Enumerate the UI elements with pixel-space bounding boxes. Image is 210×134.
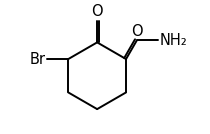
Text: Br: Br: [30, 52, 46, 67]
Text: O: O: [131, 24, 143, 39]
Text: NH₂: NH₂: [159, 33, 187, 48]
Text: O: O: [91, 4, 103, 19]
